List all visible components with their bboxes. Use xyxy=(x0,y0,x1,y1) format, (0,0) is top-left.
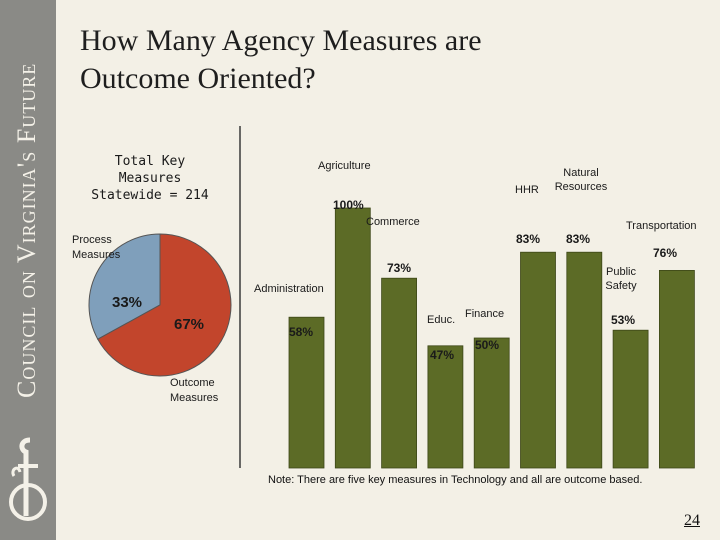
total-measures-label: Total Key Measures Statewide = 214 xyxy=(91,154,209,203)
category-label-natural-resources: Natural Resources xyxy=(554,167,608,193)
pie-slice-process xyxy=(88,233,161,340)
bar-educ xyxy=(427,345,464,469)
category-label-commerce: Commerce xyxy=(366,216,420,228)
page-number: 24 xyxy=(684,512,700,529)
value-label-natural-resources: 83% xyxy=(566,232,591,246)
category-label-administration: Administration xyxy=(254,283,324,295)
bar-public-safety xyxy=(612,329,649,469)
pie-slice-value-process: 33% xyxy=(112,294,143,311)
category-label-educ: Educ. xyxy=(427,314,456,326)
bar-finance xyxy=(473,337,510,469)
slide-title: How Many Agency Measures are Outcome Ori… xyxy=(80,24,482,95)
bar-transportation xyxy=(659,269,695,469)
value-label-commerce: 73% xyxy=(387,261,412,275)
sidebar: Council on Virginia's Future xyxy=(0,0,56,540)
category-label-hhr: HHR xyxy=(515,184,539,196)
value-label-public-safety: 53% xyxy=(611,313,636,327)
pie-slice-label-outcome: Outcome Measures xyxy=(170,377,219,404)
category-label-transportation: Transportation xyxy=(626,220,697,232)
bar-hhr xyxy=(520,251,556,469)
pie-slice-value-outcome: 67% xyxy=(174,316,205,333)
value-label-administration: 58% xyxy=(289,325,314,339)
bar-commerce xyxy=(381,277,418,469)
category-label-agriculture: Agriculture xyxy=(318,160,371,172)
value-label-agriculture: 100% xyxy=(333,198,364,212)
value-label-finance: 50% xyxy=(475,338,500,352)
bar-administration xyxy=(288,316,325,469)
bar-agriculture xyxy=(334,207,371,469)
footnote: Note: There are five key measures in Tec… xyxy=(268,474,643,486)
bar-natural-resources xyxy=(566,251,603,469)
value-label-hhr: 83% xyxy=(516,232,541,246)
value-label-educ: 47% xyxy=(430,348,455,362)
pie-slice-outcome xyxy=(97,233,232,377)
value-label-transportation: 76% xyxy=(653,246,678,260)
council-logo-icon xyxy=(9,437,47,521)
pie-slice-label-process: Process Measures xyxy=(72,234,121,261)
category-label-finance: Finance xyxy=(465,308,505,320)
category-label-public-safety: Public Safety xyxy=(605,266,637,292)
